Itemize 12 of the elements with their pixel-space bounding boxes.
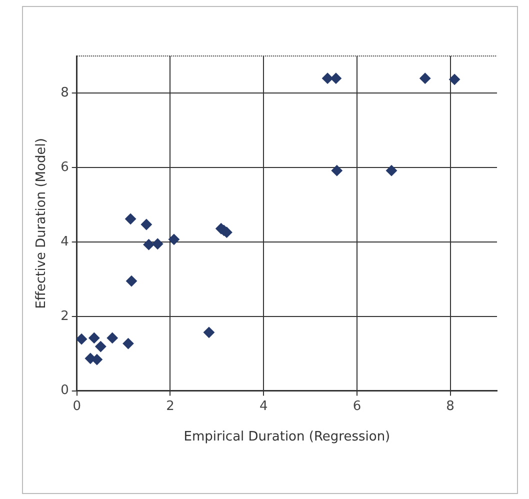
y-axis-title: Effective Duration (Model) (34, 138, 50, 309)
y-tick-label: 2 (60, 308, 69, 324)
x-axis-title: Empirical Duration (Regression) (184, 430, 390, 445)
y-tick-label: 6 (60, 160, 69, 175)
x-tick-label: 6 (352, 398, 362, 414)
y-tick-label: 0 (60, 383, 69, 398)
x-tick-label: 4 (259, 398, 268, 414)
y-tick-label: 4 (60, 234, 69, 250)
x-tick-label: 0 (72, 398, 82, 414)
y-tick-label: 8 (60, 86, 69, 101)
x-tick-label: 8 (446, 398, 454, 414)
x-tick-label: 2 (166, 398, 174, 414)
